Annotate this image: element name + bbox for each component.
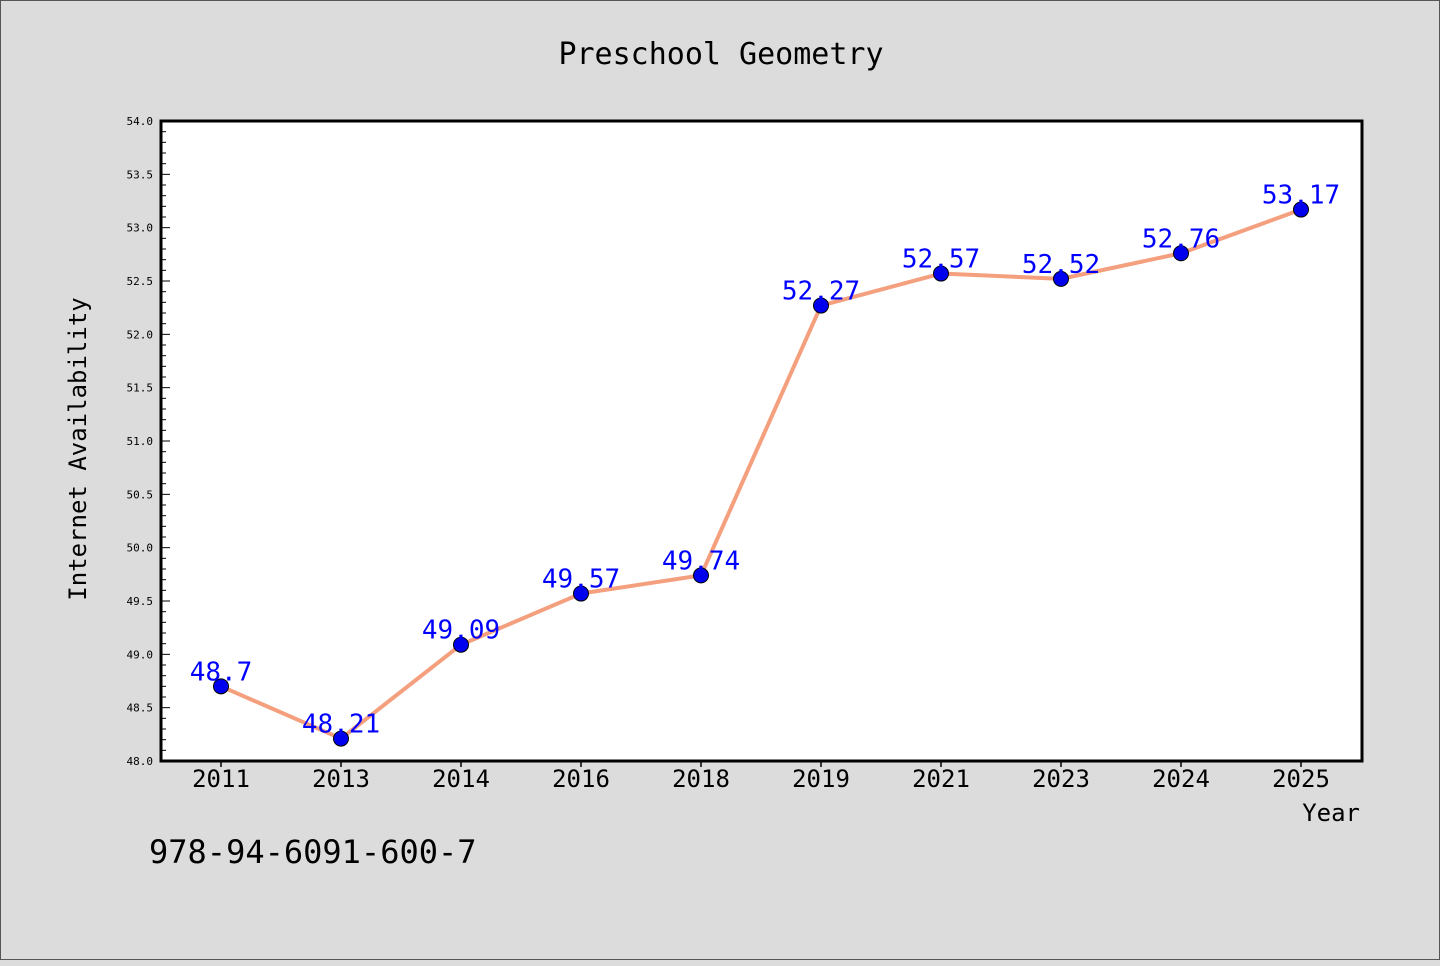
- y-tick-label: 53.5: [127, 168, 154, 181]
- y-tick-label: 50.0: [127, 542, 154, 555]
- y-tick-label: 52.0: [127, 328, 154, 341]
- data-point: [213, 678, 229, 695]
- series-line-path: [220, 207, 1302, 741]
- y-tick-label: 54.0: [127, 115, 154, 128]
- x-tick-label: 2013: [312, 765, 370, 793]
- data-point: [1053, 270, 1069, 287]
- y-tick-label: 49.0: [127, 648, 154, 661]
- series-line: [220, 207, 1302, 741]
- data-label: 52.76: [1142, 224, 1220, 254]
- y-tick-label: 52.5: [127, 275, 154, 288]
- x-tick-label: 2018: [672, 765, 730, 793]
- x-tick-label: 2016: [552, 765, 610, 793]
- data-point: [933, 265, 949, 282]
- data-points: [213, 201, 1309, 747]
- data-point: [453, 636, 469, 653]
- data-point: [333, 730, 349, 747]
- data-point: [693, 567, 709, 584]
- x-axis-label: Year: [1302, 799, 1360, 827]
- y-tick-label: 51.5: [127, 382, 154, 395]
- data-label: 49.57: [542, 565, 620, 595]
- data-labels: 48.7 48.21 49.09 49.57 49.74 52.27 52.57 52.52 5…: [190, 181, 1340, 740]
- data-label: 49.09: [422, 616, 500, 646]
- data-label: 52.52: [1022, 250, 1100, 280]
- data-label: 52.57: [902, 245, 980, 275]
- data-label: 53.17: [1262, 181, 1340, 211]
- x-tick-label: 2021: [912, 765, 970, 793]
- x-tick-label: 2024: [1152, 765, 1210, 793]
- x-tick-label: 2014: [432, 765, 490, 793]
- y-tick-label: 53.0: [127, 222, 154, 235]
- data-label: 52.27: [782, 277, 860, 307]
- y-axis: 48.0 48.5 49.0 49.5 50.0 50.5 51.0 51.5 52.0 52.5…: [127, 115, 170, 768]
- chart-title: Preschool Geometry: [558, 37, 883, 72]
- x-tick-label: 2011: [192, 765, 250, 793]
- y-tick-label: 48.5: [127, 702, 154, 715]
- x-tick-label: 2019: [792, 765, 850, 793]
- data-point: [573, 585, 589, 602]
- x-axis: 2011 2013 2014 2016 2018 2019 2021 2023 2024 2025: [192, 761, 1330, 793]
- y-tick-label: 51.0: [127, 435, 154, 448]
- data-label: 48.21: [302, 710, 380, 740]
- data-point: [1293, 201, 1309, 218]
- data-point: [1173, 245, 1189, 262]
- y-tick-label: 48.0: [127, 755, 154, 768]
- data-label: 48.7: [190, 657, 253, 687]
- data-point: [813, 297, 829, 314]
- y-axis-label: Internet Availability: [64, 297, 92, 600]
- x-tick-label: 2023: [1032, 765, 1090, 793]
- isbn-text: 978-94-6091-600-7: [149, 833, 477, 871]
- data-label: 49.74: [662, 546, 740, 576]
- y-tick-label: 50.5: [127, 488, 154, 501]
- y-tick-label: 49.5: [127, 595, 154, 608]
- x-tick-label: 2025: [1272, 765, 1330, 793]
